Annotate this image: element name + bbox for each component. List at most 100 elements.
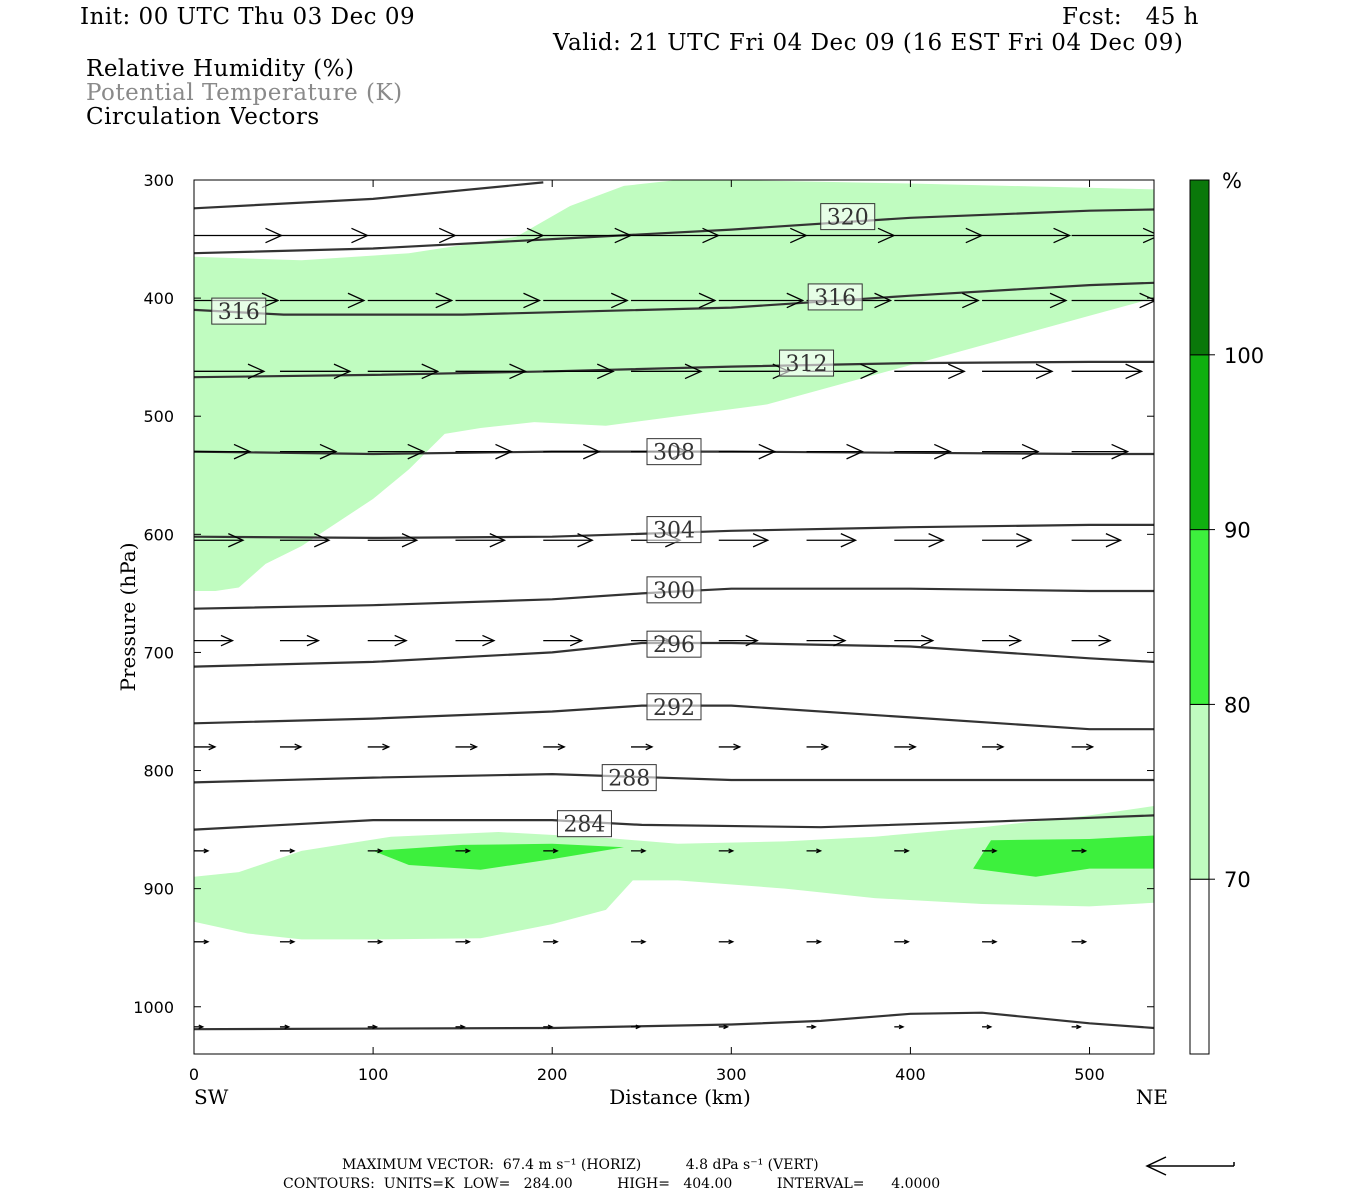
circulation-vector [894,743,917,751]
vector-head [811,1024,817,1030]
vector-head [1208,364,1224,378]
vector-head [1098,634,1112,647]
circulation-vector [367,848,384,854]
x-axis-label: Distance (km) [609,1085,751,1109]
rh-80-region [373,843,624,870]
vector-head [1125,363,1144,380]
vector-head [903,848,910,854]
x-right-label: NE [1136,1085,1168,1109]
theta-label: 288 [601,764,657,792]
circulation-vector [718,939,735,945]
circulation-vector [455,443,514,460]
rh-fill-layer [194,180,1154,940]
theta-contour-304 [194,523,1154,540]
vector-head [986,1024,993,1030]
theta-label-box [807,283,863,311]
theta-contour-316 [194,281,1154,316]
vector-head [1164,849,1168,853]
vector-head [962,292,980,309]
circulation-vector [1071,292,1154,309]
circulation-vector [279,227,370,244]
vector-head [377,848,384,854]
vector-head [908,743,917,751]
vector-head [728,939,735,945]
circulation-vector [1154,635,1193,645]
circulation-vector [631,292,717,309]
theta-label-text: 296 [653,633,695,658]
circulation-vector [279,743,303,751]
theta-contour-324 [194,181,544,210]
x-tick-label: 300 [716,1065,747,1084]
vector-head [1016,533,1033,548]
circulation-vector [806,1024,817,1030]
circulation-vector [543,848,559,854]
vector-head [816,848,823,854]
vector-head [1049,292,1068,309]
theta-label: 312 [779,349,835,377]
circulation-vector [367,227,457,244]
circulation-vector [194,443,252,460]
circulation-vector [455,939,472,945]
circulation-vector [982,743,1005,751]
vector-head [489,533,507,548]
vector-head [733,743,742,751]
colorbar-label: 90 [1224,519,1251,543]
vector-head [1169,744,1175,750]
vector-head [928,533,945,548]
circulation-vector [806,848,823,854]
vector-head [547,1024,554,1030]
vector-head [526,227,545,244]
theta-label-text: 320 [827,206,869,231]
vector-head [1164,940,1168,944]
theta-contour-280 [194,1011,1154,1031]
vector-head [1008,634,1023,647]
vector-head [903,939,910,945]
circulation-vector [543,939,559,945]
vector-head [465,939,472,945]
vector-head [233,443,252,460]
circulation-vector [894,533,945,548]
circulation-vector [718,1024,730,1030]
vector-head [394,634,408,647]
x-tick-label: 500 [1074,1065,1105,1084]
vector-head [289,939,296,945]
theta-label-box [646,576,702,604]
vector-head [728,848,735,854]
circulation-vector [1071,743,1095,751]
vector-head [421,363,440,380]
circulation-vector [279,848,296,854]
circulation-vector [718,533,770,548]
colorbar-segment [1189,703,1210,880]
init-time: Init: 00 UTC Thu 03 Dec 09 [80,4,416,30]
vector-head [820,743,830,751]
colorbar-segment [1189,878,1210,1055]
theta-label-box [556,810,612,838]
theta-contour-312 [194,360,1154,379]
x-tick-label: 400 [895,1065,926,1084]
y-tick-label: 1000 [133,998,174,1017]
vector-head [261,292,280,309]
vector-head [640,848,647,854]
theta-label-box [601,764,657,792]
vector-head [640,939,647,945]
circulation-vector [543,533,594,548]
rh-70-region [194,806,1154,940]
vector-head [684,363,703,380]
circulation-vector [1071,634,1112,647]
circulation-vector [894,939,910,945]
circulation-vector [455,1024,466,1030]
vector-head [552,848,559,854]
x-tick-label: 200 [537,1065,568,1084]
theta-label-box [646,438,702,466]
vector-head [860,363,879,380]
circulation-vector [367,533,419,548]
vector-head [702,227,721,244]
circulation-vector [982,848,998,854]
circulation-vector [631,227,721,244]
vector-head [465,848,472,854]
circulation-vector [718,292,805,309]
circulation-vector [718,227,808,244]
vector-head [459,1024,466,1030]
circulation-vector [1071,363,1144,380]
circulation-vector [279,634,321,647]
